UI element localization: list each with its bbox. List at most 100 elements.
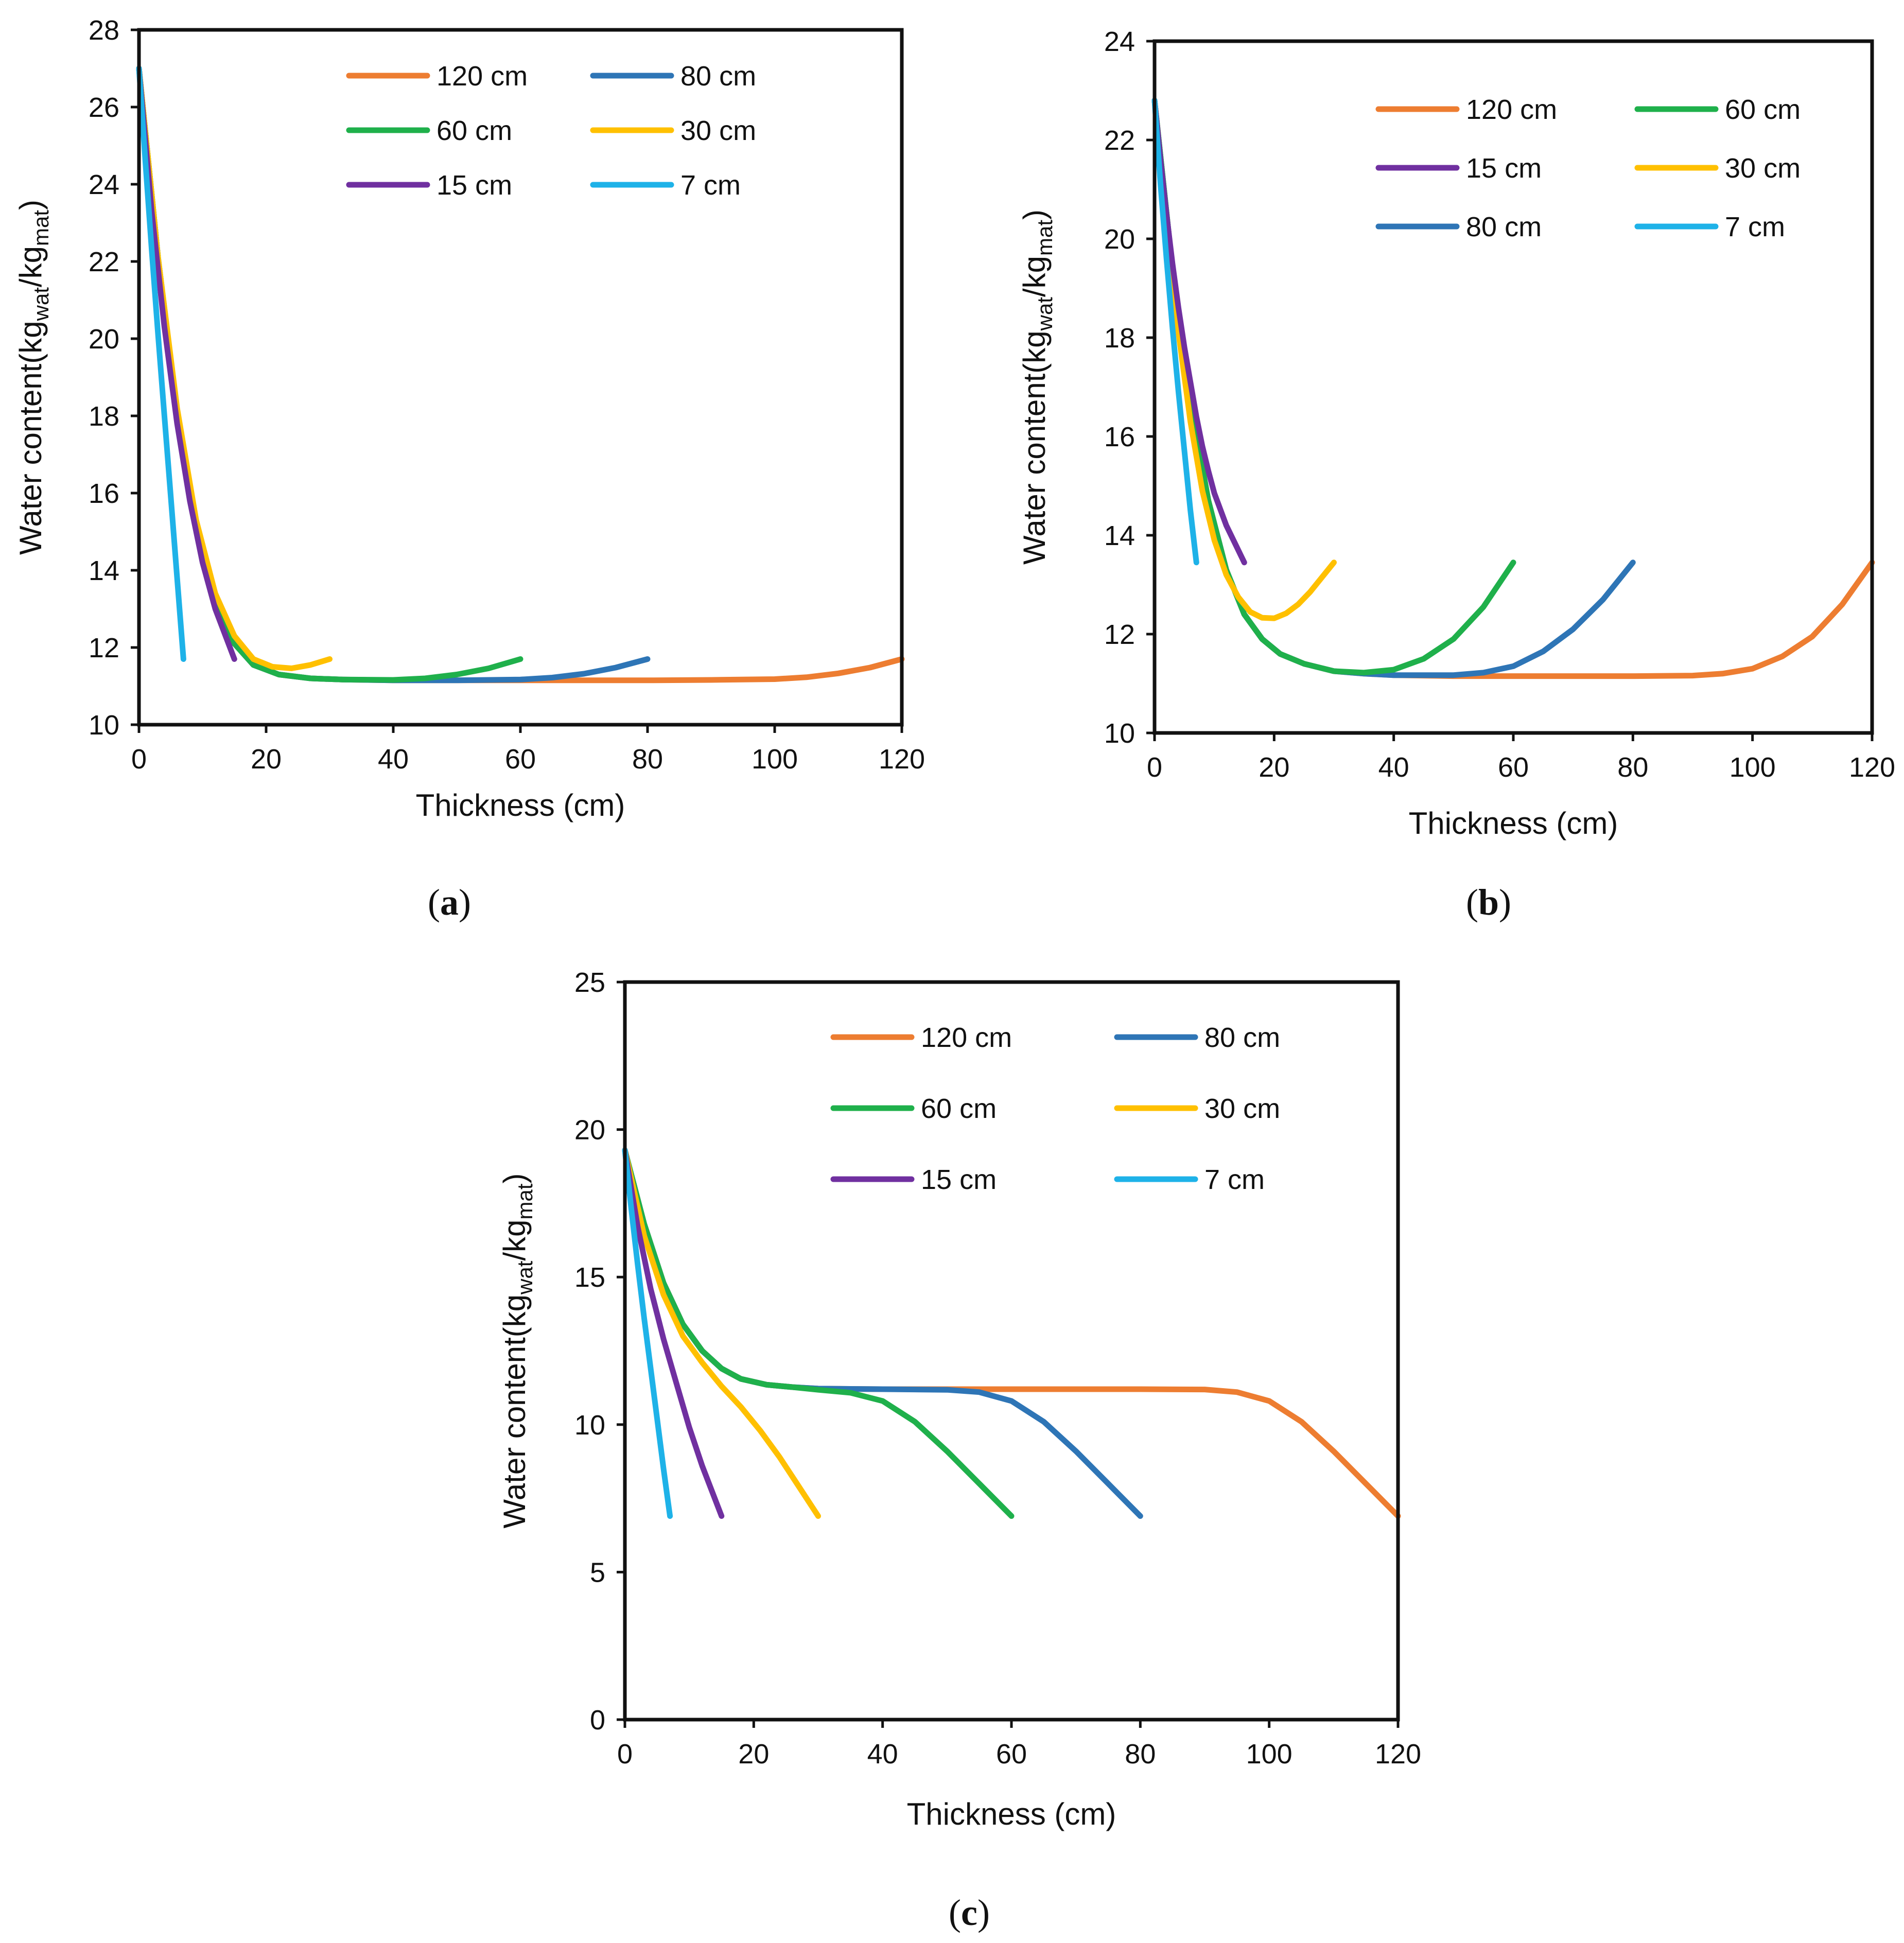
y-axis-title-part: /kg	[13, 246, 48, 287]
legend-label: 30 cm	[1725, 153, 1801, 184]
y-tick-label: 10	[89, 710, 119, 741]
y-tick-label: 18	[89, 401, 119, 432]
y-axis-title-part: /kg	[1017, 256, 1052, 297]
x-tick-label: 0	[1147, 752, 1162, 783]
panel-label-paren: )	[1499, 882, 1511, 923]
x-tick-label: 0	[617, 1739, 633, 1770]
y-tick-label: 25	[574, 967, 605, 998]
legend-label: 80 cm	[1466, 212, 1542, 242]
panel-label: (b)	[1466, 882, 1511, 923]
y-tick-label: 5	[590, 1557, 605, 1588]
y-axis-title-part: Water content(kg	[497, 1294, 532, 1529]
x-tick-label: 120	[1849, 752, 1895, 783]
x-tick-label: 0	[131, 744, 147, 775]
x-tick-label: 60	[996, 1739, 1027, 1770]
x-tick-label: 100	[752, 744, 798, 775]
x-tick-label: 120	[879, 744, 925, 775]
y-tick-label: 20	[574, 1115, 605, 1146]
y-axis-title-subscript: mat	[29, 210, 53, 246]
series-line-15-cm	[1151, 97, 1247, 566]
x-tick-label: 120	[1375, 1739, 1421, 1770]
plot-frame	[137, 28, 904, 727]
panel-label: (c)	[949, 1892, 990, 1933]
y-tick-label: 15	[574, 1262, 605, 1293]
y-tick-label: 26	[89, 92, 119, 123]
y-axis-title-subscript: wat	[29, 287, 53, 322]
panel-label-letter: b	[1478, 882, 1499, 923]
y-axis-title-subscript: wat	[513, 1261, 537, 1295]
plot-frame	[1152, 39, 1874, 735]
legend-label: 60 cm	[921, 1093, 997, 1124]
panel-label-paren: )	[977, 1892, 990, 1933]
y-tick-label: 0	[590, 1705, 605, 1736]
series-line-7-cm	[1151, 97, 1199, 566]
panel-label-letter: c	[961, 1892, 977, 1933]
y-tick-label: 10	[574, 1410, 605, 1441]
series-line-7-cm	[622, 1147, 673, 1519]
x-axis-title: Thickness (cm)	[907, 1797, 1116, 1831]
x-tick-label: 40	[1378, 752, 1409, 783]
x-tick-label: 20	[1259, 752, 1289, 783]
panel-label-paren: (	[949, 1892, 961, 1933]
legend-label: 7 cm	[1725, 212, 1785, 242]
x-tick-label: 20	[738, 1739, 769, 1770]
x-tick-label: 80	[1125, 1739, 1156, 1770]
legend-label: 120 cm	[921, 1022, 1012, 1053]
x-tick-label: 40	[378, 744, 409, 775]
y-axis-title: Water content(kgwat/kgmat)	[497, 1173, 537, 1528]
panel-label-paren: (	[1466, 882, 1478, 923]
chart-panel-b: 0 20 40 60 80 100 120 10 12 14 16 18 20 22 24 120 cm 60 …	[1017, 26, 1895, 923]
series-line-30-cm	[1151, 97, 1337, 621]
legend-label: 7 cm	[1204, 1164, 1265, 1195]
y-axis-title-part: /kg	[497, 1219, 532, 1261]
legend-label: 120 cm	[436, 61, 528, 92]
y-axis-title: Water content(kgwat/kgmat)	[1017, 209, 1057, 565]
y-axis-title-part: Water content(kg	[13, 321, 48, 555]
legend-label: 30 cm	[680, 115, 756, 146]
y-axis-title-part: )	[1017, 209, 1052, 220]
y-tick-label: 18	[1104, 323, 1135, 354]
chart-panel-c: 0 20 40 60 80 100 120 0 5 10 15 20 25 120 cm 80 cm 60 c…	[497, 967, 1421, 1933]
y-axis-title-part: )	[497, 1173, 532, 1183]
legend-label: 60 cm	[436, 115, 512, 146]
y-tick-label: 28	[89, 15, 119, 46]
y-tick-label: 12	[1104, 619, 1135, 650]
panel-label-paren: (	[428, 882, 440, 923]
x-tick-label: 80	[632, 744, 663, 775]
panel-label-letter: a	[440, 882, 459, 923]
y-tick-label: 22	[1104, 125, 1135, 156]
y-axis-title: Water content(kgwat/kgmat)	[13, 200, 53, 555]
y-tick-label: 24	[89, 169, 119, 200]
legend-label: 15 cm	[921, 1164, 997, 1195]
y-tick-label: 16	[1104, 422, 1135, 452]
y-tick-label: 20	[1104, 224, 1135, 255]
legend-label: 80 cm	[680, 61, 756, 92]
x-tick-label: 40	[867, 1739, 898, 1770]
series-line-60-cm	[622, 1147, 1015, 1519]
y-tick-label: 12	[89, 633, 119, 663]
y-tick-label: 20	[89, 324, 119, 355]
x-axis-title: Thickness (cm)	[1409, 806, 1618, 841]
legend-label: 120 cm	[1466, 94, 1557, 125]
x-tick-label: 100	[1730, 752, 1776, 783]
y-axis-title-subscript: mat	[513, 1183, 537, 1219]
x-tick-label: 20	[251, 744, 282, 775]
legend-label: 80 cm	[1204, 1022, 1280, 1053]
legend-label: 7 cm	[680, 170, 741, 201]
legend-label: 60 cm	[1725, 94, 1801, 125]
legend-label: 30 cm	[1204, 1093, 1280, 1124]
x-tick-label: 60	[505, 744, 536, 775]
series-line-15-cm	[622, 1147, 725, 1519]
y-tick-label: 22	[89, 247, 119, 277]
y-axis-title-part: )	[13, 200, 48, 210]
legend-label: 15 cm	[436, 170, 512, 201]
panel-label-paren: )	[459, 882, 471, 923]
plot-frame	[623, 980, 1400, 1722]
series-line-7-cm	[136, 65, 186, 662]
x-axis-title: Thickness (cm)	[416, 788, 625, 822]
y-tick-label: 14	[89, 555, 119, 586]
x-tick-label: 80	[1617, 752, 1648, 783]
y-axis-title-part: Water content(kg	[1017, 330, 1052, 565]
